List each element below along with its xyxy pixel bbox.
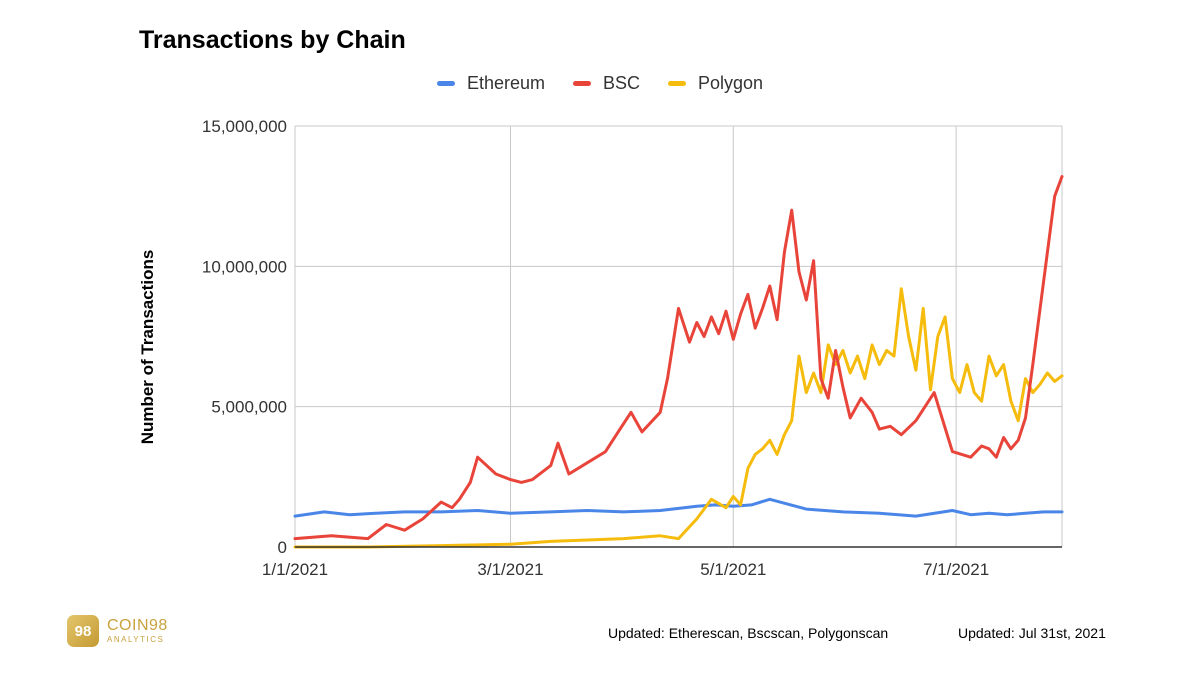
legend-swatch-ethereum xyxy=(436,81,455,86)
footer-date: Updated: Jul 31st, 2021 xyxy=(958,625,1106,641)
legend-swatch-polygon xyxy=(668,81,686,86)
x-tick-label: 7/1/2021 xyxy=(923,560,989,579)
legend-item-ethereum: Ethereum xyxy=(436,73,545,94)
footer-source: Updated: Etherescan, Bscscan, Polygonsca… xyxy=(608,625,889,641)
legend-item-polygon: Polygon xyxy=(668,73,763,94)
logo-name: COIN98 xyxy=(107,617,168,634)
series-line-bsc xyxy=(293,175,1064,541)
legend-swatch-bsc xyxy=(572,81,591,86)
series-line-polygon xyxy=(293,287,1064,549)
coin98-logo: 98 COIN98 ANALYTICS xyxy=(67,615,168,647)
legend-label-polygon: Polygon xyxy=(698,73,764,93)
y-tick-label: 0 xyxy=(278,538,287,557)
y-tick-label: 15,000,000 xyxy=(202,117,287,136)
y-tick-label: 10,000,000 xyxy=(202,257,287,276)
x-tick-label: 1/1/2021 xyxy=(262,560,328,579)
chart-title: Transactions by Chain xyxy=(139,26,406,54)
x-tick-label: 3/1/2021 xyxy=(477,560,543,579)
legend-label-bsc: BSC xyxy=(602,73,640,93)
x-tick-label: 5/1/2021 xyxy=(700,560,766,579)
legend-item-bsc: BSC xyxy=(572,73,640,94)
y-tick-label: 5,000,000 xyxy=(211,398,287,417)
coin98-badge-icon: 98 xyxy=(67,615,99,647)
logo-text: COIN98 ANALYTICS xyxy=(107,618,168,644)
logo-subtitle: ANALYTICS xyxy=(107,635,165,644)
series-line-ethereum xyxy=(293,497,1064,518)
legend-label-ethereum: Ethereum xyxy=(466,73,545,93)
legend: Ethereum BSC Polygon xyxy=(0,73,1200,94)
